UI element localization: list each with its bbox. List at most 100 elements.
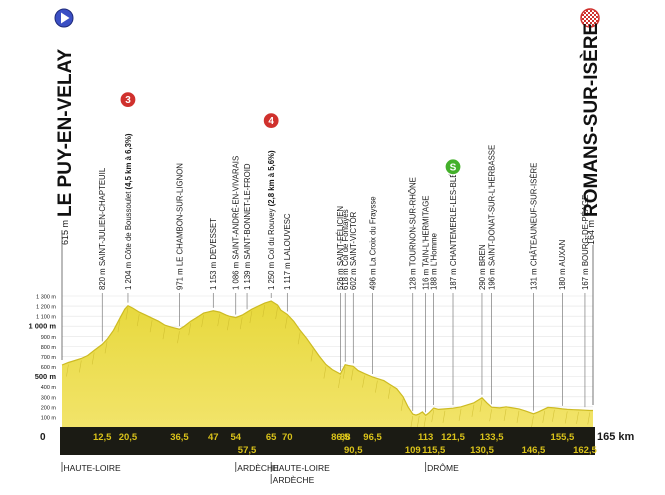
- km-tick-label: 162,5: [573, 445, 597, 456]
- place-name: 1 139 m SAINT-BONNET-LE-FROID: [243, 163, 252, 290]
- y-tick-label: 300 m: [41, 395, 57, 401]
- place-label: 602 m SAINT-VICTOR: [349, 211, 358, 290]
- relief-stroke: [531, 415, 534, 428]
- km-tick-label: 12,5: [93, 432, 112, 443]
- place-name: 1 086 m SAINT-ANDRÉ-EN-VIVARAIS: [232, 156, 241, 290]
- km-tick-label: 146,5: [522, 445, 546, 456]
- region-labels: HAUTE-LOIRE ARDÈCHEHAUTE-LOIREARDÈCHEDRÔM…: [61, 462, 459, 485]
- km-tick-label: 115,5: [422, 445, 446, 456]
- relief-stroke: [400, 398, 404, 411]
- region-label: ARDÈCHE: [273, 475, 315, 485]
- relief-stroke: [275, 307, 278, 320]
- relief-stroke: [297, 332, 301, 345]
- sprint-icon: [444, 158, 462, 176]
- relief-stroke: [136, 314, 140, 327]
- place-name: 128 m TOURNON-SUR-RHÔNE: [409, 177, 418, 290]
- km-tick-label: 57,5: [238, 445, 257, 456]
- km-tick-label: 20,5: [119, 432, 138, 443]
- km-tick-label: 88: [340, 432, 351, 443]
- place-name: 196 m SAINT-DONAT-SUR-L'HERBASSE: [487, 145, 496, 290]
- place-label: 196 m SAINT-DONAT-SUR-L'HERBASSE: [487, 145, 496, 290]
- y-tick-label: 100 m: [41, 415, 57, 421]
- mountain-icon: [262, 111, 280, 130]
- relief-stroke: [117, 320, 121, 333]
- elevation-fill: [62, 301, 593, 427]
- climb-category-badge: 4: [262, 111, 280, 130]
- y-tick-label: 1 300 m: [36, 295, 56, 301]
- relief-stroke: [162, 327, 166, 340]
- relief-stroke: [217, 314, 220, 327]
- finish-elevation: 164 m: [586, 220, 596, 245]
- relief-stroke: [375, 380, 378, 393]
- finish-town: ROMANS-SUR-ISÈRE: [580, 23, 602, 217]
- relief-stroke: [416, 415, 420, 428]
- place-label: 187 m CHANTEMERLE-LES-BLÉS: [449, 167, 458, 290]
- relief-stroke: [471, 404, 475, 417]
- km-tick-label: 109: [405, 445, 421, 456]
- relief-stroke: [177, 331, 180, 344]
- y-tick-label: 600 m: [41, 365, 57, 371]
- place-labels: 820 m SAINT-JULIEN-CHAPTEUIL 1 204 m Côte…: [98, 133, 590, 290]
- km-tick-label: 90,5: [344, 445, 363, 456]
- place-name: 1 153 m DEVESSET: [209, 218, 218, 290]
- relief-stroke: [79, 360, 82, 373]
- place-name: 167 m BOURG-DE-PÉAGE: [581, 195, 590, 290]
- relief-stroke: [564, 411, 568, 424]
- relief-stroke: [552, 409, 555, 422]
- play-icon: [61, 12, 70, 24]
- finish-flag-icon: [580, 8, 600, 28]
- place-label: 1 153 m DEVESSET: [209, 218, 218, 290]
- km-tick-labels: 12,5 20,5 36,5 47 54 57,5 65 70 86,588 90,596,5 10…: [93, 432, 598, 456]
- place-leader-lines: [101, 293, 586, 413]
- place-name: 820 m SAINT-JULIEN-CHAPTEUIL: [98, 167, 107, 290]
- relief-stroke: [350, 368, 354, 381]
- km-tick-label: 130,5: [470, 445, 494, 456]
- y-tick-label: 200 m: [41, 405, 57, 411]
- relief-stroke: [201, 315, 204, 328]
- elevation-line: [61, 300, 593, 417]
- y-tick-label: 800 m: [41, 345, 57, 351]
- badge-label: 3: [125, 95, 131, 106]
- relief-stroke: [410, 416, 414, 429]
- relief-stroke: [104, 341, 108, 354]
- relief-stroke: [227, 318, 230, 331]
- relief-stroke: [458, 408, 462, 421]
- place-name: 188 m L'Homme: [430, 233, 439, 290]
- place-label: 1 117 m LALOUVESC: [283, 213, 292, 290]
- km-tick-label: 155,5: [551, 432, 575, 443]
- end-distance-label: 165 km: [597, 431, 635, 443]
- place-name: 496 m La Croix du Fraysse: [368, 196, 377, 290]
- km-tick-label: 96,5: [363, 432, 382, 443]
- km-tick-label: 54: [230, 432, 241, 443]
- elevation-area: [61, 300, 593, 430]
- y-tick-label: 1 000 m: [28, 322, 56, 331]
- place-label: 1 086 m SAINT-ANDRÉ-EN-VIVARAIS: [232, 156, 241, 290]
- place-name: 971 m LE CHAMBON-SUR-LIGNON: [175, 163, 184, 290]
- place-label: 526 m SAINT-FÉLICIEN: [336, 206, 345, 290]
- region-label: HAUTE-LOIRE: [273, 463, 330, 473]
- place-label: 496 m La Croix du Fraysse: [368, 196, 377, 290]
- start-town: LE PUY-EN-VELAY: [55, 48, 76, 217]
- place-label: 1 250 m Col du Rouvey (2,8 km à 5,6%): [267, 150, 276, 290]
- start-elevation: 615 m: [60, 220, 70, 245]
- y-tick-label: 1 200 m: [36, 305, 56, 311]
- y-tick-label: 400 m: [41, 385, 57, 391]
- finish-marker: ROMANS-SUR-ISÈRE 164 m: [580, 8, 602, 405]
- km-tick-label: 65: [266, 432, 277, 443]
- km-tick-label: 86,5: [331, 432, 350, 443]
- place-label: 116 m TAIN-L'HERMITAGE: [421, 196, 430, 291]
- km-tick-label: 36,5: [170, 432, 189, 443]
- place-name: 1 250 m Col du Rouvey: [267, 206, 276, 290]
- relief-stroke: [262, 305, 266, 318]
- km-tick-label: 121,5: [441, 432, 465, 443]
- region-label: DRÔME: [427, 463, 459, 473]
- place-name: 290 m BREN: [478, 245, 487, 291]
- place-name: 131 m CHÂTEAUNEUF-SUR-ISÈRE: [529, 163, 538, 290]
- y-tick-label: 900 m: [41, 335, 57, 341]
- relief-stroke: [91, 352, 95, 365]
- relief-stroke: [587, 412, 591, 425]
- place-label: 1 139 m SAINT-BONNET-LE-FROID: [243, 163, 252, 290]
- km-tick-label: 47: [208, 432, 219, 443]
- place-label: 290 m BREN: [478, 245, 487, 291]
- start-marker: LE PUY-EN-VELAY 615 m: [54, 8, 76, 360]
